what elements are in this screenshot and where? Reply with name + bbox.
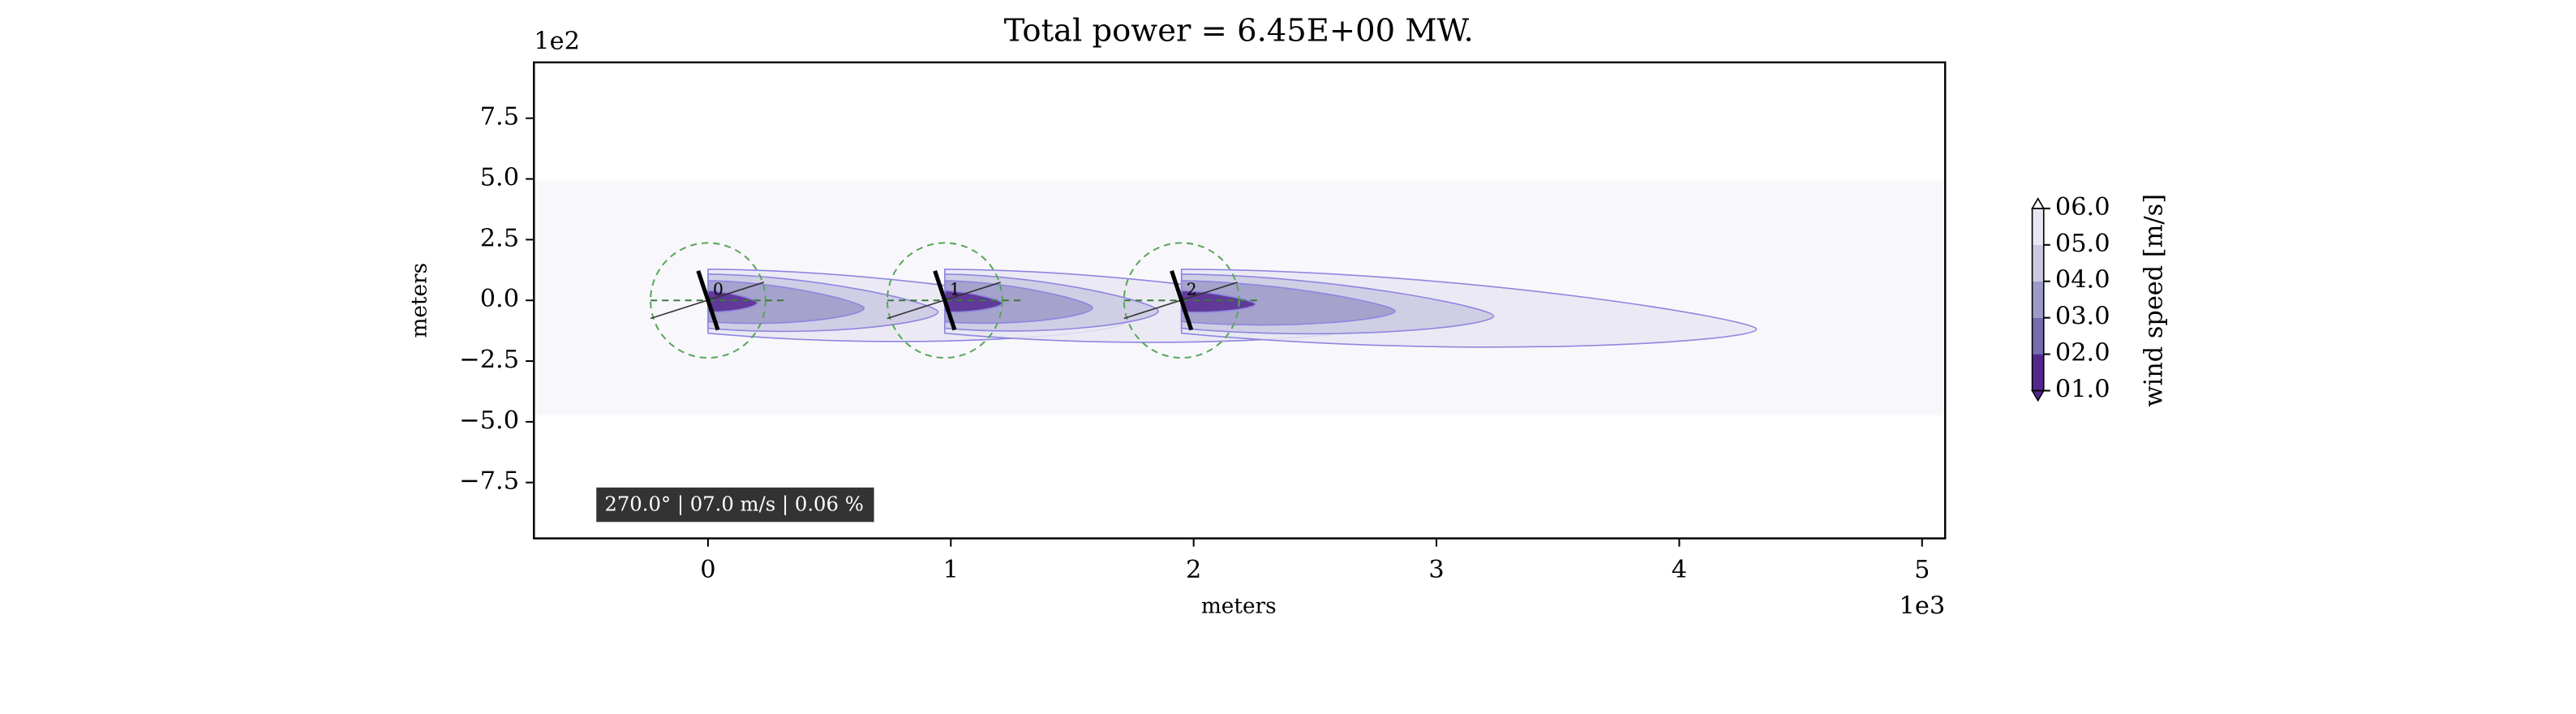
wake-contour bbox=[707, 280, 865, 325]
colorbar-segment bbox=[2032, 244, 2044, 282]
x-axis-label: meters bbox=[1201, 595, 1277, 619]
colorbar-tick-label: 02.0 bbox=[2055, 339, 2110, 368]
x-tick-label: 3 bbox=[1428, 556, 1444, 584]
y-tick-label: −5.0 bbox=[459, 406, 519, 435]
colorbar-segment bbox=[2032, 208, 2044, 245]
x-tick-label: 1 bbox=[943, 556, 959, 584]
y-tick-label: 7.5 bbox=[480, 103, 519, 131]
annotation-box bbox=[596, 487, 874, 523]
chart-title: Total power = 6.45E+00 MW. bbox=[1004, 12, 1474, 49]
colorbar-segment bbox=[2032, 281, 2044, 318]
turbine-blade bbox=[1170, 269, 1194, 331]
y-tick-label: 2.5 bbox=[480, 224, 519, 252]
y-tick-label: 0.0 bbox=[480, 285, 519, 313]
wake-contour bbox=[1180, 280, 1396, 326]
turbine-label: 1 bbox=[950, 280, 960, 299]
colorbar-tick-label: 03.0 bbox=[2055, 303, 2110, 331]
colorbar-tick-label: 01.0 bbox=[2055, 375, 2110, 403]
x-offset-label: 1e3 bbox=[1900, 592, 1946, 621]
colorbar-tick-label: 04.0 bbox=[2055, 266, 2110, 295]
x-tick-label: 2 bbox=[1186, 556, 1201, 584]
colorbar-segment bbox=[2032, 317, 2044, 355]
colorbar-tick-label: 06.0 bbox=[2055, 193, 2110, 222]
wake-contour bbox=[944, 280, 1093, 325]
turbine-label: 0 bbox=[713, 280, 723, 299]
y-tick-label: 5.0 bbox=[480, 164, 519, 192]
wake-contour bbox=[1180, 290, 1256, 313]
turbine-label: 2 bbox=[1187, 280, 1197, 299]
turbine-blade bbox=[696, 269, 720, 331]
turbine-blade bbox=[933, 269, 957, 331]
y-axis-label: meters bbox=[408, 263, 432, 338]
y-tick-label: −7.5 bbox=[459, 467, 519, 496]
colorbar-frame bbox=[2031, 208, 2045, 392]
x-tick-label: 4 bbox=[1672, 556, 1687, 584]
colorbar-segment bbox=[2032, 354, 2044, 391]
y-offset-label: 1e2 bbox=[534, 28, 580, 56]
x-tick-label: 5 bbox=[1914, 556, 1930, 584]
annotation: 270.0° | 07.0 m/s | 0.06 % bbox=[604, 492, 863, 517]
x-tick-label: 0 bbox=[700, 556, 715, 584]
colorbar-label: wind speed [m/s] bbox=[2140, 194, 2168, 406]
colorbar-tick-label: 05.0 bbox=[2055, 230, 2110, 258]
y-tick-label: −2.5 bbox=[459, 346, 519, 374]
